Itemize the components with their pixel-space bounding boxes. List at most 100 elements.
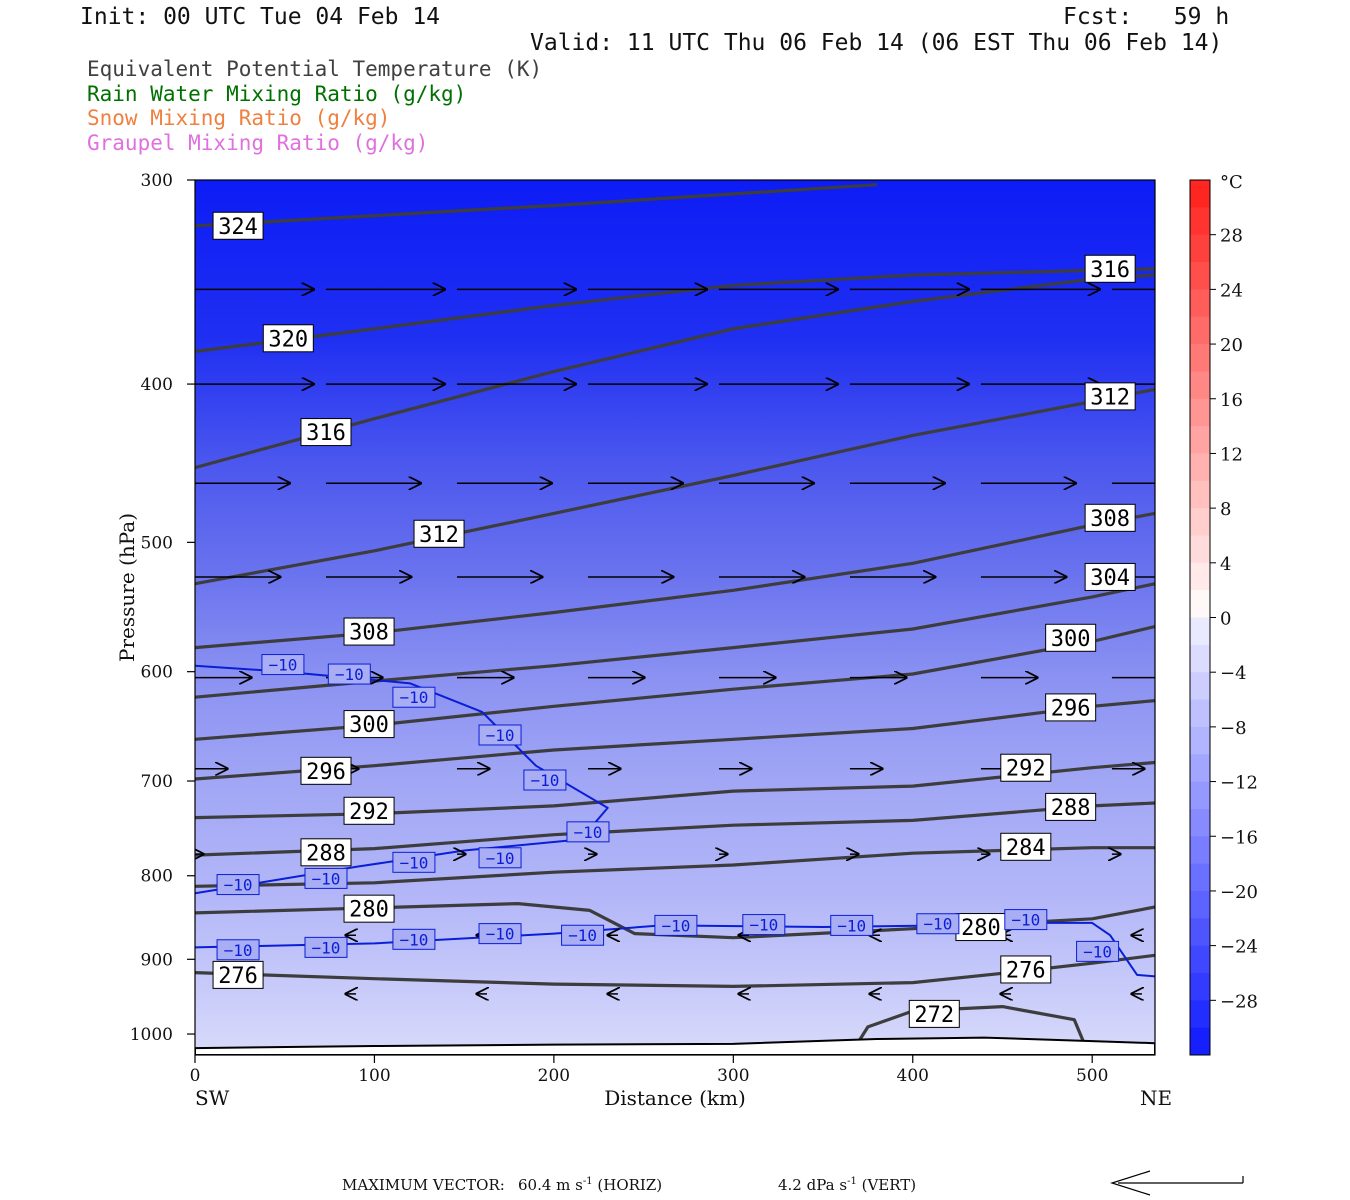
theta-e-label: 272 (914, 1003, 954, 1028)
theta-e-label-box (343, 894, 395, 923)
x-axis-title: Distance (km) (604, 1086, 746, 1110)
colorbar-tick-label: −28 (1220, 991, 1258, 1012)
theta-e-label: 316 (306, 421, 346, 446)
theta-e-label-box (300, 756, 352, 785)
colorbar-tick-label: 16 (1220, 390, 1243, 411)
theta-e-label-box (1000, 955, 1052, 984)
legend-graupel: Graupel Mixing Ratio (g/kg) (87, 131, 429, 155)
theta-e-contour (195, 183, 878, 228)
colorbar-tick-label: 20 (1220, 335, 1243, 356)
temperature-label-box (830, 914, 874, 936)
theta-e-label-box (1084, 562, 1136, 591)
theta-e-label-box (1045, 693, 1097, 722)
colorbar-band (1190, 754, 1210, 783)
temperature-label-box (392, 928, 436, 950)
colorbar-band (1190, 508, 1210, 536)
colorbar-band (1190, 945, 1210, 974)
temperature-label: −10 (268, 656, 297, 675)
theta-e-label: 276 (1006, 958, 1046, 983)
temperature-label-box (916, 913, 960, 935)
temperature-label-box (742, 914, 786, 936)
plot-frame (194, 179, 1156, 1056)
colorbar-band (1190, 398, 1210, 427)
temperature-label: −10 (312, 869, 341, 888)
temperature-label: −10 (399, 853, 428, 872)
theta-e-label-box (1084, 254, 1136, 283)
colorbar-tick-label: 8 (1220, 499, 1231, 520)
colorbar-tick-label: 0 (1220, 609, 1231, 630)
colorbar-tick-label: −12 (1220, 773, 1258, 794)
theta-e-label: 304 (1090, 566, 1130, 591)
colorbar-band (1190, 890, 1210, 919)
temperature-label-box (1004, 909, 1048, 931)
theta-e-label-box (343, 617, 395, 646)
colorbar-band (1190, 426, 1210, 454)
temperature-label: −10 (486, 849, 515, 868)
temperature-label: −10 (335, 665, 364, 684)
colorbar-tick-label: −16 (1220, 827, 1258, 848)
x-tick-label: 200 (538, 1066, 570, 1086)
temperature-label: −10 (568, 926, 597, 945)
theta-e-contour (195, 953, 1155, 988)
temperature-label: −10 (530, 771, 559, 790)
colorbar-band (1190, 590, 1210, 618)
y-tick-label: 1000 (130, 1025, 173, 1045)
temperature-label: −10 (1011, 911, 1040, 930)
theta-e-label-box (955, 913, 1007, 942)
valid-time: Valid: 11 UTC Thu 06 Feb 14 (06 EST Thu … (530, 30, 1223, 56)
forecast-hour: Fcst: 59 h (1063, 4, 1230, 30)
theta-e-label-box (1045, 792, 1097, 821)
colorbar-band (1190, 535, 1210, 564)
temperature-label: −10 (661, 916, 690, 935)
temperature-label: −10 (224, 941, 253, 960)
x-tick-label: 300 (717, 1066, 749, 1086)
temperature-label-box (392, 686, 436, 708)
colorbar-tick-label: 28 (1220, 226, 1243, 247)
colorbar-tick-label: −24 (1220, 937, 1258, 958)
theta-e-label-box (262, 324, 314, 353)
temperature-label: −10 (486, 925, 515, 944)
theta-e-label: 288 (1051, 796, 1091, 821)
temperature-label: −10 (837, 916, 866, 935)
colorbar-band (1190, 972, 1210, 1001)
x-tick-label: 100 (358, 1066, 390, 1086)
max-vector-arrow-head (1110, 1170, 1151, 1196)
theta-e-label: 284 (1006, 836, 1046, 861)
colorbar-band (1190, 617, 1210, 646)
colorbar-tick-label: −20 (1220, 882, 1258, 903)
temperature-label: −10 (749, 916, 778, 935)
temperature-label: −10 (923, 915, 952, 934)
colorbar-band (1190, 289, 1210, 318)
colorbar-band (1190, 207, 1210, 236)
temperature-label: −10 (312, 938, 341, 957)
theta-e-label: 308 (1090, 507, 1130, 532)
x-tick-label: 500 (1076, 1066, 1108, 1086)
colorbar-tick-label: 4 (1220, 554, 1231, 575)
colorbar-band (1190, 371, 1210, 400)
max-vector-label: MAXIMUM VECTOR: (342, 1176, 505, 1194)
theta-e-label: 308 (349, 621, 389, 646)
theta-e-label: 280 (961, 916, 1001, 941)
theta-e-label: 312 (1090, 385, 1130, 410)
colorbar-band (1190, 453, 1210, 482)
colorbar-band (1190, 672, 1210, 701)
temperature-label: −10 (486, 726, 515, 745)
terrain-surface (195, 1036, 1155, 1055)
theta-e-label-box (908, 999, 960, 1028)
theta-e-label: 320 (268, 327, 308, 352)
temperature-label: −10 (1083, 942, 1112, 961)
temperature-label-box (478, 847, 522, 869)
colorbar-band (1190, 726, 1210, 755)
colorbar-tick-label: −8 (1220, 718, 1247, 739)
theta-e-label-box (1000, 753, 1052, 782)
theta-e-label-box (1084, 382, 1136, 411)
temperature-label-box (478, 724, 522, 746)
temperature-label-box (478, 923, 522, 945)
theta-e-label: 312 (419, 523, 459, 548)
colorbar-band (1190, 562, 1210, 591)
temperature-label: −10 (399, 688, 428, 707)
theta-e-label: 324 (218, 215, 258, 240)
colorbar-band (1190, 836, 1210, 865)
sw-direction-label: SW (195, 1086, 230, 1110)
y-tick-label: 400 (141, 375, 173, 395)
